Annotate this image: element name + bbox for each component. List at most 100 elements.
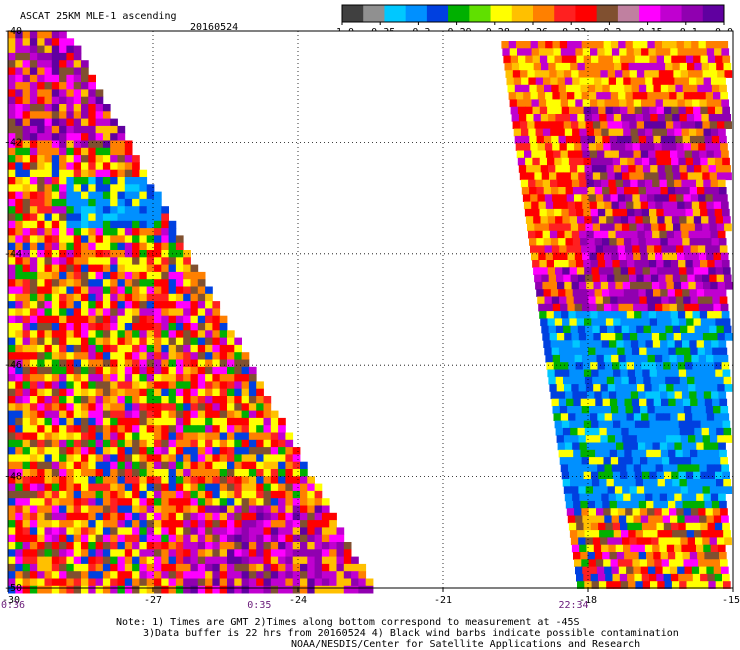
data-cell [51,242,60,251]
data-cell [540,318,548,327]
data-cell [37,490,45,499]
data-cell [715,165,724,173]
data-cell [234,447,242,455]
data-cell [523,201,532,210]
data-cell [22,585,31,594]
data-cell [571,384,579,392]
data-cell [527,172,535,181]
data-cell [654,296,662,305]
data-cell [22,198,31,207]
data-cell [256,542,264,550]
data-cell [594,77,602,86]
data-cell [641,573,650,582]
data-cell [656,208,664,217]
data-cell [183,556,191,565]
data-cell [29,469,38,477]
data-cell [22,279,31,287]
data-cell [609,552,618,560]
data-cell [197,396,206,404]
data-cell [712,508,721,516]
data-cell [22,410,31,419]
data-cell [146,542,155,550]
data-cell [81,279,89,287]
data-cell [175,461,184,470]
data-cell [234,476,242,484]
data-cell [51,330,60,338]
data-cell [694,114,702,122]
data-cell [682,398,691,407]
data-cell [580,187,588,195]
data-cell [563,486,572,494]
data-cell [638,238,647,246]
data-cell [175,432,184,441]
data-cell [622,537,630,546]
data-cell [132,520,140,528]
data-cell [608,77,617,86]
data-cell [578,121,586,129]
data-cell [81,549,89,557]
data-cell [124,177,133,185]
data-cell [197,425,206,433]
data-cell [161,520,169,528]
data-cell [614,376,622,385]
data-cell [51,461,60,470]
data-cell [59,352,67,360]
data-cell [632,143,641,151]
data-cell [665,274,674,283]
data-cell [81,490,89,499]
data-cell [227,388,235,397]
data-cell [689,391,697,400]
latitude-label: -42 [4,137,22,148]
data-cell [219,476,228,484]
data-cell [110,476,118,484]
data-cell [132,556,140,565]
data-cell [695,121,703,129]
data-cell [95,89,104,98]
data-cell [568,260,577,268]
data-cell [197,585,206,594]
data-cell [161,476,169,484]
data-cell [51,133,60,141]
data-cell [635,318,643,327]
data-cell [694,479,702,487]
data-cell [708,114,717,122]
data-cell [51,432,60,441]
data-cell [574,406,583,414]
data-cell [675,296,684,305]
data-cell [29,250,38,258]
data-cell [684,150,693,159]
data-cell [81,213,89,222]
data-cell [681,544,690,553]
data-cell [139,425,148,433]
data-cell [102,184,111,192]
data-cell [81,563,89,572]
data-cell [161,308,169,317]
data-cell [638,391,646,400]
data-cell [615,281,624,290]
data-cell [44,235,53,244]
data-cell [708,62,717,71]
data-cell [44,461,53,470]
data-cell [707,157,716,166]
data-cell [168,388,177,397]
data-cell [624,187,632,195]
data-cell [88,271,96,280]
data-cell [117,308,126,317]
data-cell [607,172,616,181]
data-cell [146,279,155,287]
data-cell [513,77,522,86]
data-cell [626,201,634,210]
data-cell [684,99,693,108]
data-cell [146,527,155,536]
data-cell [584,216,592,224]
data-cell [154,396,162,404]
data-cell [110,447,118,455]
data-cell [640,303,649,312]
data-cell [536,187,545,195]
data-cell [669,41,677,49]
data-cell [608,333,616,341]
data-cell [81,147,89,156]
data-cell [709,172,718,181]
data-cell [15,191,23,200]
data-cell [590,311,598,319]
